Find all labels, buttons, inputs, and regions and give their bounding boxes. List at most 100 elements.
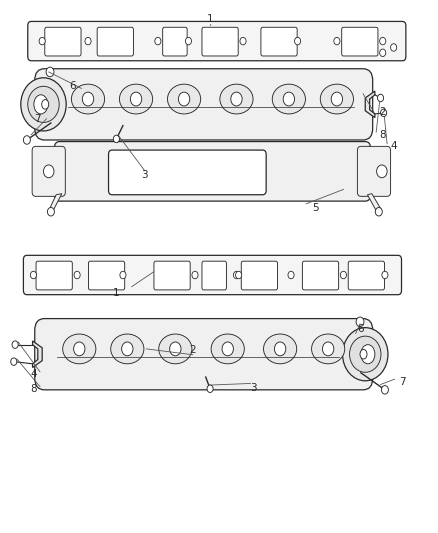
Text: 7: 7 (35, 114, 41, 124)
FancyBboxPatch shape (302, 261, 339, 290)
Ellipse shape (42, 100, 49, 109)
FancyBboxPatch shape (32, 147, 65, 196)
Ellipse shape (264, 334, 297, 364)
Circle shape (192, 271, 198, 279)
Ellipse shape (361, 345, 375, 364)
FancyBboxPatch shape (36, 261, 72, 290)
Text: 1: 1 (113, 288, 120, 298)
Polygon shape (365, 91, 375, 118)
Ellipse shape (71, 84, 105, 114)
Circle shape (378, 94, 384, 102)
Circle shape (185, 37, 191, 45)
Circle shape (381, 109, 387, 117)
Circle shape (74, 271, 80, 279)
Text: 2: 2 (190, 345, 196, 356)
Circle shape (236, 271, 242, 279)
Polygon shape (49, 193, 62, 211)
Polygon shape (32, 341, 42, 368)
FancyBboxPatch shape (23, 255, 402, 295)
Text: 1: 1 (207, 14, 214, 25)
FancyBboxPatch shape (109, 150, 266, 195)
Text: 6: 6 (69, 81, 76, 91)
Circle shape (47, 207, 54, 216)
Text: 3: 3 (141, 169, 148, 180)
Circle shape (82, 92, 94, 106)
Circle shape (294, 37, 300, 45)
Circle shape (207, 385, 213, 392)
FancyBboxPatch shape (54, 142, 371, 201)
Circle shape (275, 342, 286, 356)
FancyBboxPatch shape (97, 27, 134, 56)
Circle shape (170, 342, 181, 356)
Text: 5: 5 (312, 203, 318, 213)
Ellipse shape (34, 95, 48, 114)
Circle shape (380, 37, 386, 45)
Circle shape (222, 342, 233, 356)
Circle shape (322, 342, 334, 356)
FancyBboxPatch shape (357, 147, 391, 196)
Circle shape (356, 317, 364, 327)
Circle shape (74, 342, 85, 356)
Ellipse shape (21, 78, 66, 131)
FancyBboxPatch shape (162, 27, 187, 56)
Circle shape (240, 37, 246, 45)
Circle shape (233, 271, 240, 279)
FancyBboxPatch shape (28, 21, 406, 61)
Circle shape (120, 271, 126, 279)
Ellipse shape (360, 350, 367, 359)
FancyBboxPatch shape (35, 69, 373, 140)
Circle shape (377, 165, 387, 177)
Circle shape (46, 67, 54, 77)
FancyBboxPatch shape (35, 319, 373, 390)
Ellipse shape (320, 84, 353, 114)
Circle shape (131, 92, 142, 106)
Ellipse shape (63, 334, 96, 364)
Text: 8: 8 (379, 130, 386, 140)
FancyBboxPatch shape (202, 27, 238, 56)
Ellipse shape (220, 84, 253, 114)
FancyBboxPatch shape (88, 261, 125, 290)
Circle shape (30, 271, 36, 279)
Text: 6: 6 (357, 324, 364, 334)
Circle shape (39, 37, 45, 45)
FancyBboxPatch shape (241, 261, 278, 290)
FancyBboxPatch shape (342, 27, 378, 56)
Circle shape (334, 37, 340, 45)
Ellipse shape (350, 336, 381, 372)
Polygon shape (367, 193, 382, 211)
Circle shape (155, 37, 161, 45)
Circle shape (12, 341, 18, 349)
Ellipse shape (111, 334, 144, 364)
Circle shape (283, 92, 294, 106)
Circle shape (331, 92, 343, 106)
Ellipse shape (28, 86, 59, 123)
Circle shape (43, 165, 54, 177)
Ellipse shape (120, 84, 152, 114)
Text: 2: 2 (379, 107, 386, 117)
Circle shape (288, 271, 294, 279)
Circle shape (23, 136, 30, 144)
Circle shape (11, 358, 17, 366)
FancyBboxPatch shape (261, 27, 297, 56)
Text: 4: 4 (390, 141, 397, 151)
Ellipse shape (272, 84, 305, 114)
Circle shape (382, 271, 388, 279)
FancyBboxPatch shape (154, 261, 190, 290)
Circle shape (381, 385, 389, 394)
Circle shape (340, 271, 346, 279)
Text: 4: 4 (30, 369, 37, 379)
Text: 7: 7 (399, 377, 406, 387)
FancyBboxPatch shape (348, 261, 385, 290)
Text: 8: 8 (30, 384, 37, 394)
Text: 3: 3 (251, 383, 257, 393)
Circle shape (375, 207, 382, 216)
Ellipse shape (167, 84, 201, 114)
Ellipse shape (211, 334, 244, 364)
Circle shape (178, 92, 190, 106)
Ellipse shape (343, 328, 388, 381)
FancyBboxPatch shape (202, 261, 226, 290)
Circle shape (85, 37, 91, 45)
FancyBboxPatch shape (45, 27, 81, 56)
Circle shape (231, 92, 242, 106)
Circle shape (113, 135, 120, 143)
